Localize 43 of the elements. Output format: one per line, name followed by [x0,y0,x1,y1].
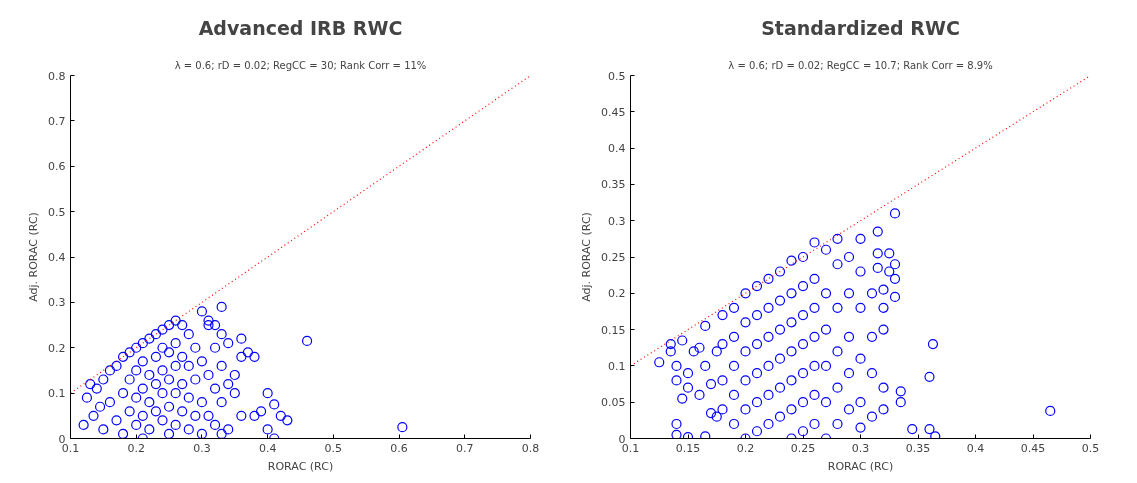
y-tick-label: 0.6 [48,160,66,174]
y-axis-title: Adj. RORAC (RC) [27,212,41,302]
y-tick-label: 0.25 [601,251,626,264]
y-tick-label: 0.4 [608,142,626,156]
chart-title: Advanced IRB RWC [198,16,403,39]
y-tick-label: 0.35 [601,178,626,192]
x-axis-title: RORAC (RC) [267,459,334,473]
chart-subtitle: λ = 0.6; rD = 0.02; RegCC = 10.7; Rank Corr = 8.9% [728,59,993,71]
chart-subtitle: λ = 0.6; rD = 0.02; RegCC = 30; Rank Corr = 11% [174,59,427,71]
x-tick-label: 0.35 [905,441,931,455]
y-tick-label: 0.5 [608,69,626,83]
x-tick-label: 0.5 [1081,441,1100,455]
x-tick-label: 0.1 [61,441,80,455]
y-axis-title: Adj. RORAC (RC) [580,212,594,302]
chart-title: Standardized RWC [761,16,960,39]
y-tick-label: 0.8 [48,69,66,83]
y-tick-label: 0.45 [601,105,626,119]
y-tick-label: 0.4 [48,251,66,264]
y-tick-label: 0.5 [48,205,66,219]
x-axis-title: RORAC (RC) [827,459,894,473]
x-tick-label: 0.25 [790,441,816,455]
x-tick-label: 0.6 [390,441,408,455]
y-tick-label: 0.1 [608,359,626,373]
y-tick-label: 0.2 [48,341,66,355]
y-tick-label: 0.7 [48,114,66,128]
x-tick-label: 0.45 [1020,441,1046,455]
x-tick-label: 0.15 [675,441,701,455]
x-tick-label: 0.5 [324,441,343,455]
x-tick-label: 0.7 [456,441,474,455]
y-tick-label: 0.2 [608,287,626,301]
x-tick-label: 0.3 [851,441,870,455]
x-tick-label: 0.4 [258,441,277,455]
y-tick-label: 0.3 [48,296,66,310]
y-tick-label: 0.1 [48,387,66,401]
x-tick-label: 0.3 [193,441,211,455]
y-tick-label: 0.15 [601,323,626,337]
x-tick-label: 0.2 [736,441,755,455]
x-tick-label: 0.4 [966,441,985,455]
y-tick-label: 0.05 [601,396,626,410]
x-tick-label: 0.8 [521,441,540,455]
x-tick-label: 0.2 [127,441,145,455]
y-tick-label: 0.3 [608,214,626,228]
x-tick-label: 0.1 [621,441,640,455]
